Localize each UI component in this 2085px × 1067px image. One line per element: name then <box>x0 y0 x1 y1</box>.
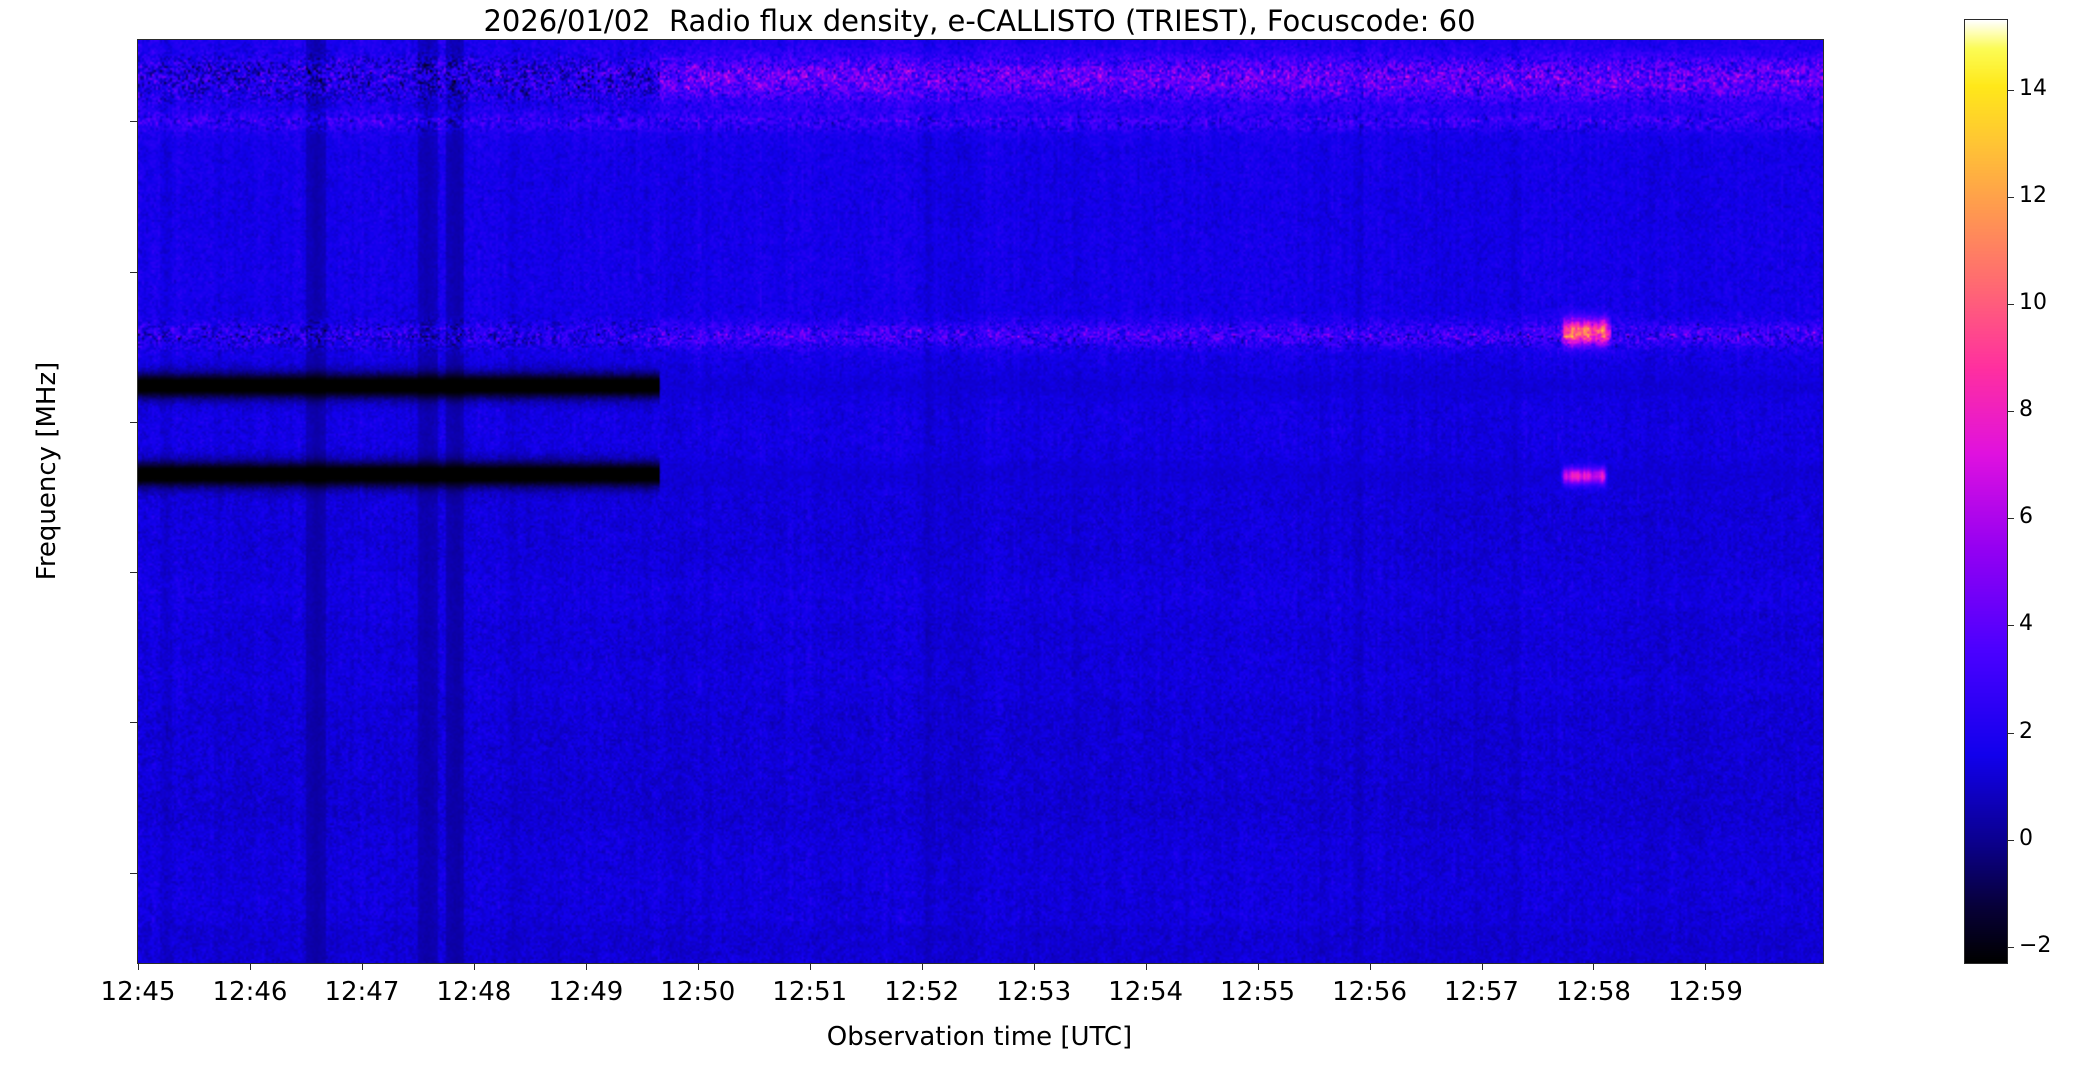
colorbar-tick-label: 2 <box>2019 718 2033 744</box>
x-tick-mark <box>1481 963 1483 970</box>
colorbar-tick-mark <box>2007 625 2014 627</box>
colorbar-tick-label: 12 <box>2019 182 2047 208</box>
x-tick-label: 12:57 <box>1444 977 1519 1007</box>
x-tick-label: 12:49 <box>548 977 624 1007</box>
colorbar-tick-mark <box>2007 303 2014 305</box>
x-tick-label: 12:50 <box>660 977 736 1007</box>
x-tick-mark <box>697 963 699 970</box>
x-axis-label: Observation time [UTC] <box>826 1022 1133 1052</box>
colorbar-tick-mark <box>2007 732 2014 734</box>
x-tick-label: 12:45 <box>100 977 176 1007</box>
x-tick-label: 12:55 <box>1220 977 1296 1007</box>
colorbar-tick-label: 10 <box>2019 289 2047 315</box>
colorbar-tick-mark <box>2007 946 2014 948</box>
colorbar-tick-label: 4 <box>2019 611 2033 637</box>
y-axis-label: Frequency [MHz] <box>32 361 62 581</box>
x-tick-mark <box>1145 963 1147 970</box>
x-tick-mark <box>585 963 587 970</box>
colorbar-tick-mark <box>2007 411 2014 413</box>
x-tick-label: 12:52 <box>884 977 960 1007</box>
x-tick-mark <box>361 963 363 970</box>
x-tick-label: 12:47 <box>324 977 400 1007</box>
colorbar-tick-label: 0 <box>2019 825 2033 851</box>
x-tick-label: 12:46 <box>212 977 288 1007</box>
y-tick-mark <box>130 872 137 874</box>
x-tick-label: 12:58 <box>1556 977 1631 1007</box>
x-tick-mark <box>138 963 139 970</box>
x-tick-label: 12:51 <box>772 977 848 1007</box>
x-tick-mark <box>473 963 475 970</box>
x-tick-mark <box>1257 963 1259 970</box>
x-tick-label: 12:53 <box>996 977 1072 1007</box>
x-tick-label: 12:56 <box>1332 977 1408 1007</box>
colorbar-tick-label: 6 <box>2019 504 2033 530</box>
x-tick-label: 12:48 <box>436 977 512 1007</box>
colorbar-tick-mark <box>2007 839 2014 841</box>
colorbar-tick-mark <box>2007 518 2014 520</box>
x-tick-label: 12:54 <box>1108 977 1184 1007</box>
colorbar-tick-label: −2 <box>2019 932 2052 958</box>
y-tick-mark <box>130 121 137 123</box>
x-tick-mark <box>1369 963 1371 970</box>
y-tick-mark <box>130 421 137 423</box>
x-tick-label: 12:59 <box>1667 977 1743 1007</box>
x-tick-mark <box>1593 963 1595 970</box>
y-tick-mark <box>130 572 137 574</box>
colorbar-tick-mark <box>2007 196 2014 198</box>
colorbar-tick-label: 14 <box>2019 75 2047 101</box>
x-tick-mark <box>809 963 811 970</box>
spectrogram-image <box>138 40 1823 963</box>
y-tick-mark <box>130 271 137 273</box>
plot-title: 2026/01/02 Radio flux density, e-CALLIST… <box>483 4 1476 38</box>
colorbar-tick-label: 8 <box>2019 397 2033 423</box>
spectrogram-axes[interactable] <box>137 39 1824 964</box>
colorbar[interactable] <box>1964 19 2008 964</box>
x-tick-mark <box>921 963 923 970</box>
colorbar-tick-mark <box>2007 89 2014 91</box>
x-tick-mark <box>1033 963 1035 970</box>
x-tick-mark <box>249 963 251 970</box>
y-tick-mark <box>130 722 137 724</box>
x-tick-mark <box>1705 963 1707 970</box>
colorbar-gradient <box>1965 20 2007 963</box>
